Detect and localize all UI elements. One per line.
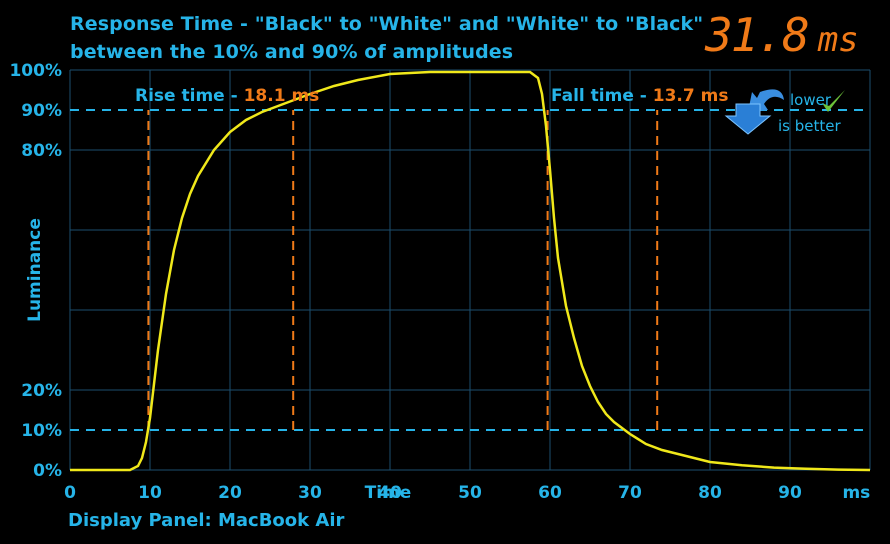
chart-grid	[69, 69, 871, 471]
check-icon	[822, 90, 845, 112]
luminance-curve	[70, 70, 871, 472]
badge-line1: lower	[790, 91, 832, 109]
x-tick-label: ms	[842, 483, 870, 503]
x-tick-label: 50	[458, 483, 482, 503]
y-axis-label: Luminance	[25, 218, 45, 322]
display-panel-label: Display Panel: MacBook Air	[68, 510, 345, 531]
readout-value: 31.8	[705, 8, 810, 62]
fall-time-annotation: Fall time - 13.7 ms	[551, 86, 728, 106]
rise-time-value: 18.1 ms	[244, 86, 320, 106]
chart-title-line1: Response Time - "Black" to "White" and "…	[70, 13, 704, 35]
chart-title-line2: between the 10% and 90% of amplitudes	[70, 41, 514, 63]
y-axis-ticks: 0% 10% 20% 80% 90% 100%	[9, 61, 62, 481]
lower-is-better-badge: lower is better	[724, 89, 845, 135]
y-tick-label: 20%	[21, 381, 62, 401]
threshold-lines	[70, 109, 870, 431]
rise-time-annotation: Rise time - 18.1 ms	[135, 86, 319, 106]
y-tick-label: 80%	[21, 141, 62, 161]
y-tick-label: 10%	[21, 421, 62, 441]
time-markers	[147, 110, 659, 430]
fall-time-value: 13.7 ms	[653, 86, 729, 106]
fall-time-label: Fall time -	[551, 86, 653, 106]
y-tick-label: 0%	[33, 461, 62, 481]
readout-unit: ms	[817, 20, 859, 60]
down-arrow-icon	[724, 89, 784, 135]
x-tick-label: 30	[298, 483, 322, 503]
y-tick-label: 100%	[9, 61, 62, 81]
x-tick-label: 80	[698, 483, 722, 503]
y-tick-label: 90%	[21, 101, 62, 121]
x-tick-label: 20	[218, 483, 242, 503]
x-axis-label: Time	[365, 483, 412, 503]
x-tick-label: 40	[378, 483, 402, 503]
x-tick-label: 0	[64, 483, 76, 503]
response-time-readout: 31.8 ms	[705, 8, 859, 62]
badge-line2: is better	[778, 117, 841, 135]
x-tick-label: 60	[538, 483, 562, 503]
x-tick-label: 10	[138, 483, 162, 503]
x-tick-label: 90	[778, 483, 802, 503]
x-tick-label: 70	[618, 483, 642, 503]
x-axis-ticks: 0 10 20 30 40 50 60 70 80 90 ms Time	[64, 483, 870, 503]
rise-time-label: Rise time -	[135, 86, 244, 106]
